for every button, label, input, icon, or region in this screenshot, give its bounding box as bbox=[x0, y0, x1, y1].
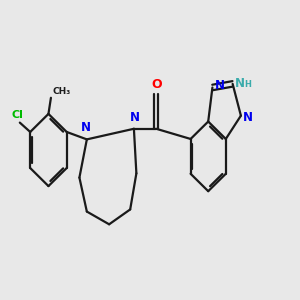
Text: N: N bbox=[214, 79, 224, 92]
Text: N: N bbox=[130, 111, 140, 124]
Text: CH₃: CH₃ bbox=[52, 87, 70, 96]
Text: N: N bbox=[243, 111, 253, 124]
Text: N: N bbox=[81, 121, 91, 134]
Text: Cl: Cl bbox=[12, 110, 24, 121]
Text: N: N bbox=[235, 77, 244, 90]
Text: O: O bbox=[151, 78, 161, 91]
Text: H: H bbox=[244, 80, 251, 89]
